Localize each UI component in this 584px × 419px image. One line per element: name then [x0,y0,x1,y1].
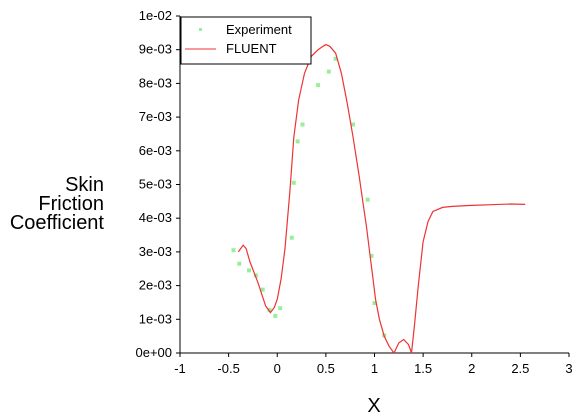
legend-marker-experiment [199,28,202,31]
y-tick-label: 8e-03 [139,75,172,90]
y-tick-label: 2e-03 [139,278,172,293]
series-layer [231,43,526,355]
data-point-experiment [260,287,265,292]
x-tick-label: -0.5 [217,361,239,376]
x-axis-title: X [367,395,380,417]
data-point-experiment [295,139,300,144]
x-tick-label: 3 [565,361,572,376]
y-ticks: 0e+00 1e-03 2e-03 3e-03 4e-03 5e-03 6e-03 7e-03… [135,8,180,360]
x-ticks: -1 -0.5 0 0.5 1 1.5 2 2.5 3 [174,353,573,376]
x-tick-label: 2 [468,361,475,376]
y-tick-label: 3e-03 [139,244,172,259]
data-point-experiment [267,307,272,312]
series-line-fluent [237,43,526,355]
data-point-experiment [326,69,331,74]
legend-label-fluent: FLUENT [226,41,277,56]
legend-label-experiment: Experiment [226,22,292,37]
data-point-experiment [237,261,242,266]
x-tick-label: 1.5 [414,361,432,376]
y-axis-title-line-3: Coefficient [10,212,105,234]
data-point-experiment [365,197,370,202]
data-point-experiment [289,235,294,240]
y-tick-label: 5e-03 [139,177,172,192]
y-axis-title-line-2: Friction [38,193,104,215]
x-tick-label: -1 [174,361,186,376]
data-point-experiment [316,83,321,88]
y-tick-label: 4e-03 [139,210,172,225]
y-tick-label: 6e-03 [139,143,172,158]
data-point-experiment [231,248,236,253]
legend: Experiment FLUENT [180,16,312,65]
data-point-experiment [333,56,338,61]
x-tick-label: 2.5 [511,361,529,376]
x-tick-label: 1 [371,361,378,376]
data-point-experiment [351,122,356,127]
x-tick-label: 0 [274,361,281,376]
y-tick-label: 9e-03 [139,42,172,57]
data-point-experiment [300,122,305,127]
data-point-experiment [278,306,283,311]
y-axis-title-line-1: Skin [65,174,104,196]
data-point-experiment [247,268,251,273]
y-axis-title: Skin Friction Coefficient [10,174,105,234]
y-tick-label: 0e+00 [135,345,172,360]
data-point-experiment [369,253,374,258]
y-tick-label: 1e-02 [139,8,172,23]
y-tick-label: 1e-03 [139,311,172,326]
data-point-experiment [253,273,258,278]
data-point-experiment [273,313,278,318]
data-point-experiment [372,301,377,306]
legend-box [180,16,312,65]
data-point-experiment [291,180,296,185]
x-tick-label: 0.5 [317,361,335,376]
y-tick-label: 7e-03 [139,109,172,124]
